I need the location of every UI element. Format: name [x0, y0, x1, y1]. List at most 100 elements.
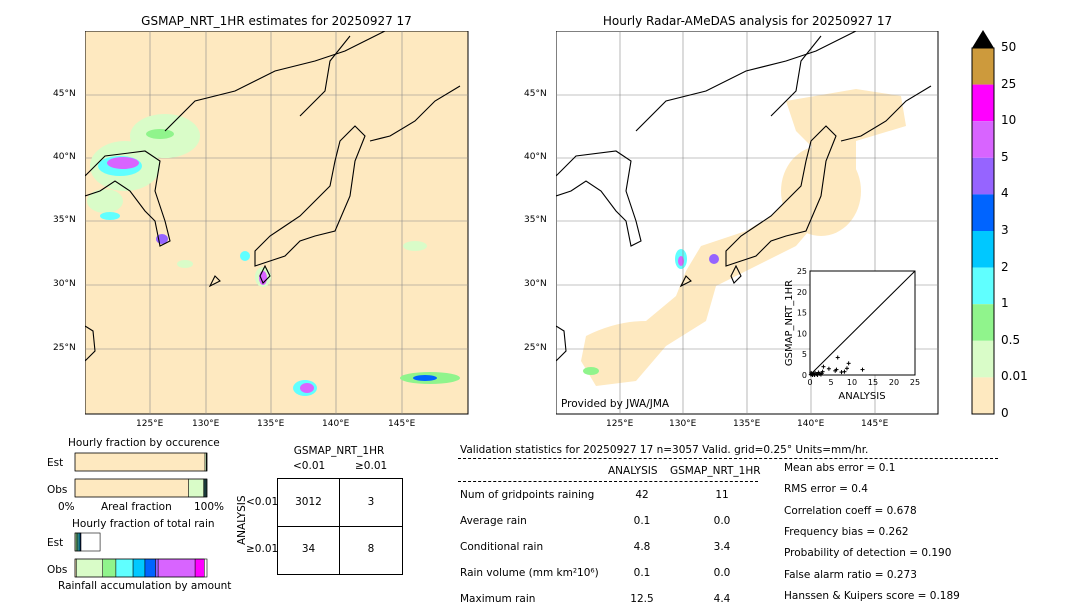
colorbar-label: 2 [1001, 259, 1009, 274]
tr-xlabel: Rainfall accumulation by amount [58, 580, 232, 592]
stat-gsmap-value: 0.0 [713, 515, 731, 527]
lat-tick-label: 40°N [524, 152, 547, 162]
coastline-segment [556, 325, 567, 362]
coastline-segment [259, 264, 271, 284]
colorbar-segment [972, 267, 994, 305]
col-gsmap: GSMAP_NRT_1HR [670, 465, 761, 477]
lat-tick-label: 35°N [524, 215, 547, 225]
scatter-point [809, 370, 814, 375]
stat-label: Maximum rain [460, 593, 536, 605]
bar-frame [74, 452, 208, 472]
lon-tick-label: 145°E [861, 419, 889, 429]
scatter-point [835, 355, 840, 360]
map-background [85, 31, 469, 415]
scatter-ytick: 25 [797, 267, 807, 276]
occ-tick-right: 100% [194, 501, 225, 513]
contingency-grid: 3012 3 34 8 [277, 478, 403, 575]
stat-label: Conditional rain [460, 541, 544, 553]
score-line: Correlation coeff = 0.678 [784, 504, 917, 517]
coastline-segment [254, 125, 366, 267]
bar-segment-est [74, 452, 206, 472]
scatter-point [844, 366, 849, 371]
lon-tick-label: 135°E [733, 419, 761, 429]
scatter-xtick: 0 [807, 378, 812, 387]
lon-tick-label: 125°E [606, 419, 634, 429]
right-map-title: Hourly Radar-AMeDAS analysis for 2025092… [602, 14, 893, 28]
coastline-segment [208, 275, 221, 288]
coastline-segment [730, 264, 742, 284]
stat-label: Average rain [460, 515, 527, 527]
scatter-ytick: 5 [802, 350, 807, 359]
stat-label: Num of gridpoints raining [460, 489, 595, 501]
occurrence-title: Hourly fraction by occurence [68, 437, 220, 449]
scatter-point [834, 367, 839, 372]
tr-est-label: Est [47, 537, 64, 549]
lat-tick-label: 35°N [53, 215, 76, 225]
colorbar-label: 1 [1001, 296, 1009, 311]
colorbar-segment [972, 194, 994, 231]
lat-tick-label: 30°N [53, 279, 76, 289]
score-line: Mean abs error = 0.1 [784, 462, 896, 474]
coastline-segment [725, 125, 837, 267]
occ-tick-left: 0% [58, 501, 75, 513]
bar-frame [74, 558, 208, 578]
coastline-segment [770, 35, 822, 117]
stat-analysis-value: 4.8 [633, 541, 651, 553]
scatter-point [842, 369, 847, 374]
bar-segment-obs [144, 558, 156, 578]
colorbar-label: 4 [1001, 186, 1009, 201]
lat-tick-label: 45°N [53, 89, 76, 99]
coastline-segment [840, 85, 932, 142]
credit-text: Provided by JWA/JMA [561, 398, 670, 410]
colorbar-label: 0 [1001, 406, 1009, 420]
stat-gsmap-value: 4.4 [713, 593, 731, 605]
occurrence-bars [74, 452, 208, 498]
colorbar-segment [972, 377, 994, 414]
col-header-ge: ≥0.01 [355, 460, 388, 472]
lat-tick-label: 30°N [524, 279, 547, 289]
coastline-segment [164, 31, 386, 132]
colorbar-label: 0.5 [1001, 332, 1021, 347]
coastline-segment [679, 275, 692, 288]
row-header-ge: ≥0.01 [246, 543, 279, 555]
coastline-segment [556, 150, 642, 247]
coastline-segment [85, 150, 171, 247]
lat-tick-label: 25°N [53, 343, 76, 353]
colorbar-label: 50 [1001, 40, 1017, 54]
lon-tick-label: 140°E [322, 419, 350, 429]
lat-tick-label: 40°N [53, 152, 76, 162]
colorbar-segment [972, 48, 994, 85]
analysis-coverage [581, 89, 906, 386]
scatter-xlabel: ANALYSIS [838, 391, 885, 402]
diagonal-line [809, 270, 916, 376]
totalrain-title: Hourly fraction of total rain [72, 518, 215, 530]
stat-gsmap-value: 3.4 [713, 541, 731, 553]
colorbar-label: 10 [1001, 113, 1017, 128]
bar-frame [74, 532, 101, 552]
scatter-plot: 00 5 5 10 10 15 15 20 20 25 25 ANALYSIS GSMAP_NRT_… [784, 267, 920, 402]
col-analysis: ANALYSIS [608, 465, 658, 477]
colorbar-label: 0.01 [1001, 369, 1028, 384]
lon-tick-label: 145°E [388, 419, 416, 429]
left-map [85, 31, 469, 415]
scatter-point [860, 367, 865, 372]
cell-hit-none: 3012 [295, 496, 322, 508]
score-line: Frequency bias = 0.262 [784, 525, 909, 538]
bar-frame [74, 478, 208, 498]
colorbar-segment [972, 121, 994, 158]
occ-xlabel: Areal fraction [101, 501, 172, 513]
coastline-segment [85, 325, 96, 362]
coastline-segment [635, 31, 857, 132]
colorbar-over-triangle [972, 30, 994, 48]
totalrain-bars [74, 532, 208, 578]
scatter-ytick: 10 [797, 329, 807, 338]
colorbar-label: 5 [1001, 149, 1009, 164]
stat-gsmap-value: 11 [715, 489, 729, 501]
scatter-xtick: 5 [828, 378, 833, 387]
lon-tick-label: 135°E [257, 419, 285, 429]
lat-tick-label: 25°N [524, 343, 547, 353]
bar-segment-obs [203, 478, 208, 498]
colorbar [971, 30, 995, 415]
colorbar-segment [972, 304, 994, 341]
colorbar-frame [971, 47, 995, 415]
